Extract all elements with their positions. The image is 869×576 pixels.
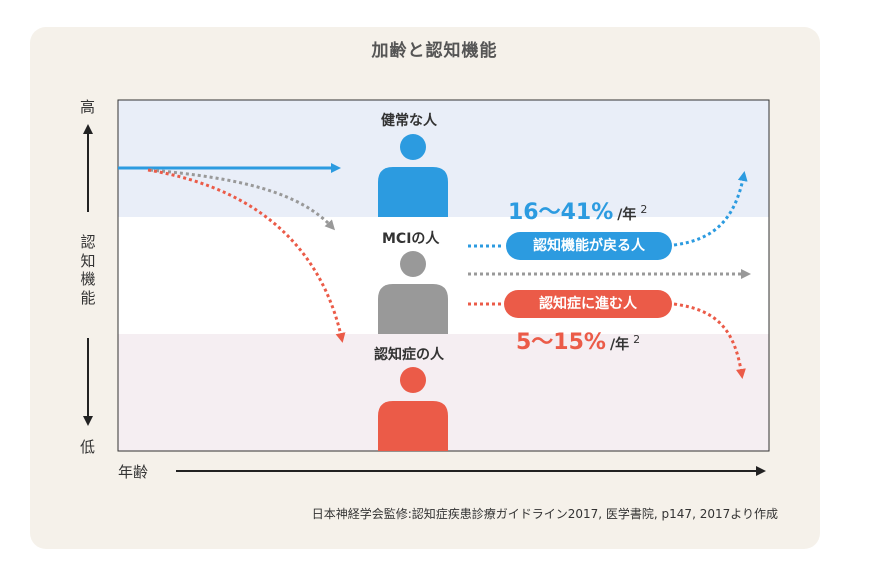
progress-rate-unit: /年 [609, 337, 630, 353]
dementia-path-arrow [147, 168, 346, 343]
y-axis-up-arrow [83, 124, 93, 212]
mci-label: MCIの人 [382, 231, 440, 247]
return-rate: 16〜41%/年 2 [508, 194, 647, 226]
progress-rate: 5〜15%/年 2 [516, 324, 640, 356]
return-pill: 認知機能が戻る人 [506, 232, 672, 260]
return-rate-unit: /年 [617, 207, 637, 223]
healthy-label: 健常な人 [381, 113, 437, 129]
return-rate-citation: 2 [640, 202, 648, 216]
axis-high-label: 高 [80, 98, 96, 116]
dementia-person-icon [378, 367, 448, 451]
progress-pill: 認知症に進む人 [504, 290, 672, 318]
healthy-person-icon [378, 134, 448, 217]
mci-person-icon [378, 251, 448, 334]
x-axis-title: 年齢 [118, 463, 149, 481]
return-rate-value: 16〜41% [508, 200, 614, 225]
dementia-label: 認知症の人 [374, 347, 444, 363]
source-citation: 日本神経学会監修:認知症疾患診療ガイドライン2017, 医学書院, p147, … [311, 507, 778, 521]
axis-low-label: 低 [80, 438, 96, 456]
return-arrow [673, 171, 748, 247]
progress-rate-citation: 2 [633, 332, 641, 346]
progress-arrow [673, 302, 746, 379]
figure-title: 加齢と認知機能 [371, 41, 498, 61]
mci-path-arrow [149, 168, 336, 231]
y-axis-title: 認知機能 [80, 233, 96, 307]
progress-rate-value: 5〜15% [516, 330, 606, 355]
y-axis-down-arrow [83, 338, 93, 426]
